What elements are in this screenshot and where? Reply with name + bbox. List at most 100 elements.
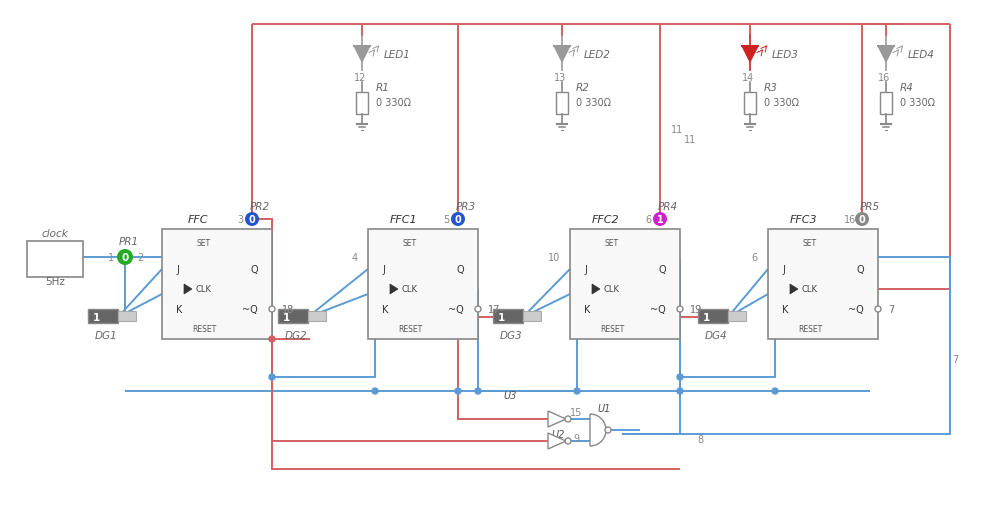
Text: CLK: CLK — [604, 285, 620, 294]
Text: J: J — [584, 265, 587, 274]
Text: 6: 6 — [645, 215, 651, 224]
FancyBboxPatch shape — [768, 230, 878, 340]
Text: R3: R3 — [764, 83, 778, 93]
Text: 0 330Ω: 0 330Ω — [376, 98, 411, 108]
Text: ~Q: ~Q — [848, 304, 864, 315]
Circle shape — [565, 416, 571, 422]
Text: 16: 16 — [878, 73, 890, 83]
Polygon shape — [592, 285, 600, 294]
Text: 8: 8 — [697, 434, 703, 444]
Text: 10: 10 — [548, 252, 560, 263]
Text: Q: Q — [857, 265, 864, 274]
Text: 11: 11 — [670, 125, 683, 135]
Circle shape — [875, 306, 881, 313]
Circle shape — [605, 427, 611, 433]
Polygon shape — [548, 411, 566, 427]
Text: 19: 19 — [690, 304, 702, 315]
Text: 0: 0 — [121, 252, 128, 263]
Text: 1: 1 — [93, 313, 100, 322]
Polygon shape — [878, 47, 894, 63]
Text: K: K — [382, 304, 388, 315]
FancyBboxPatch shape — [308, 312, 326, 321]
Text: 16: 16 — [844, 215, 856, 224]
Text: PR1: PR1 — [119, 237, 139, 246]
Circle shape — [677, 306, 683, 313]
Circle shape — [451, 213, 465, 227]
Text: 15: 15 — [570, 407, 582, 417]
FancyBboxPatch shape — [278, 309, 308, 323]
Polygon shape — [554, 47, 570, 63]
Text: 19: 19 — [690, 304, 702, 315]
Text: 9: 9 — [573, 433, 579, 443]
Text: PR2: PR2 — [249, 202, 270, 212]
Text: 0: 0 — [859, 215, 866, 224]
Text: K: K — [584, 304, 591, 315]
Text: 0: 0 — [248, 215, 255, 224]
Text: R4: R4 — [900, 83, 914, 93]
Polygon shape — [790, 285, 798, 294]
Text: U1: U1 — [598, 403, 610, 413]
Text: 0 330Ω: 0 330Ω — [900, 98, 935, 108]
Text: RESET: RESET — [192, 325, 216, 334]
Text: Q: Q — [659, 265, 666, 274]
Text: U3: U3 — [503, 390, 517, 400]
Text: CLK: CLK — [402, 285, 418, 294]
Text: DG1: DG1 — [95, 330, 117, 341]
Polygon shape — [590, 414, 606, 446]
FancyBboxPatch shape — [523, 312, 541, 321]
Text: 18: 18 — [282, 304, 294, 315]
Circle shape — [855, 213, 869, 227]
Polygon shape — [548, 433, 566, 449]
FancyBboxPatch shape — [728, 312, 746, 321]
Text: 13: 13 — [554, 73, 566, 83]
Text: SET: SET — [803, 238, 817, 247]
Text: 7: 7 — [888, 304, 894, 315]
Text: PR4: PR4 — [658, 202, 678, 212]
Circle shape — [653, 213, 667, 227]
Text: 17: 17 — [488, 304, 500, 315]
Text: 1: 1 — [497, 313, 505, 322]
Text: J: J — [382, 265, 385, 274]
Text: J: J — [782, 265, 785, 274]
Text: K: K — [176, 304, 182, 315]
FancyBboxPatch shape — [356, 93, 368, 115]
Text: 0: 0 — [455, 215, 461, 224]
Text: SET: SET — [197, 238, 211, 247]
Circle shape — [475, 306, 481, 313]
Text: DG4: DG4 — [705, 330, 728, 341]
Text: R1: R1 — [376, 83, 389, 93]
Polygon shape — [390, 285, 398, 294]
Circle shape — [574, 388, 580, 394]
Text: RESET: RESET — [398, 325, 422, 334]
Text: DG2: DG2 — [285, 330, 308, 341]
Polygon shape — [184, 285, 192, 294]
Text: 0 330Ω: 0 330Ω — [764, 98, 799, 108]
Text: 17: 17 — [488, 304, 500, 315]
Text: J: J — [176, 265, 178, 274]
Circle shape — [677, 388, 683, 394]
Text: LED3: LED3 — [772, 50, 799, 60]
Text: LED4: LED4 — [908, 50, 935, 60]
FancyBboxPatch shape — [570, 230, 680, 340]
Circle shape — [122, 254, 128, 261]
Text: 11: 11 — [684, 135, 696, 145]
Text: LED1: LED1 — [384, 50, 411, 60]
FancyBboxPatch shape — [493, 309, 523, 323]
Circle shape — [245, 213, 259, 227]
Text: Q: Q — [250, 265, 258, 274]
Text: Q: Q — [457, 265, 464, 274]
Text: SET: SET — [605, 238, 619, 247]
Text: FFC1: FFC1 — [390, 215, 418, 224]
Circle shape — [772, 388, 778, 394]
Text: 0 330Ω: 0 330Ω — [576, 98, 611, 108]
FancyBboxPatch shape — [118, 312, 136, 321]
Text: clock: clock — [41, 229, 68, 239]
Text: ~Q: ~Q — [243, 304, 258, 315]
Text: ~Q: ~Q — [449, 304, 464, 315]
Text: 14: 14 — [741, 73, 754, 83]
Text: 6: 6 — [752, 252, 758, 263]
Text: 3: 3 — [237, 215, 244, 224]
Text: RESET: RESET — [599, 325, 624, 334]
Text: LED2: LED2 — [584, 50, 611, 60]
Text: CLK: CLK — [196, 285, 212, 294]
